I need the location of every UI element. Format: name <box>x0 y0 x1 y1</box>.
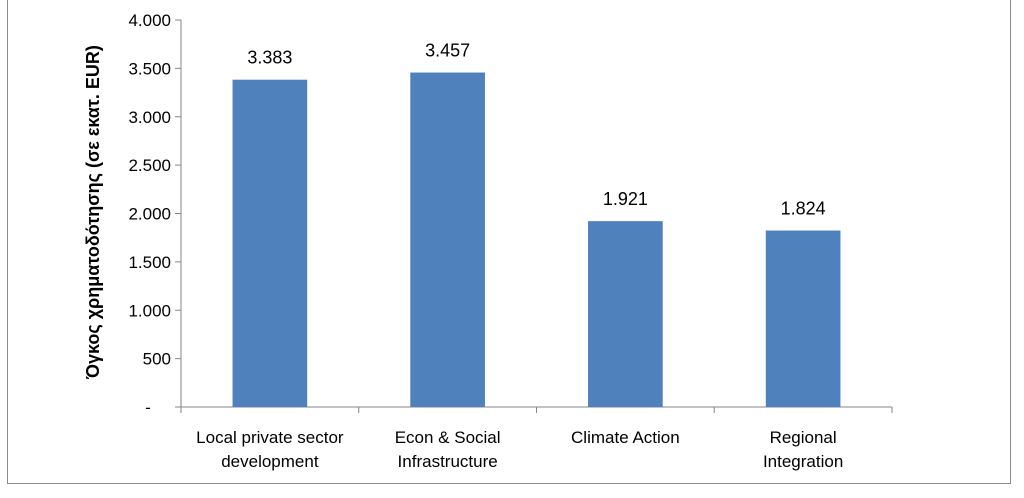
category-label-line: Climate Action <box>571 428 680 447</box>
data-label: 1.824 <box>781 199 826 219</box>
bar <box>588 221 663 407</box>
bars <box>232 72 841 407</box>
category-label-line: Econ & Social <box>395 428 501 447</box>
category-label-line: Infrastructure <box>398 452 498 471</box>
y-tick-label: 2.500 <box>128 156 171 175</box>
y-tick-label: 3.000 <box>128 108 171 127</box>
value-labels: 3.383 3.457 1.921 1.824 <box>247 41 825 219</box>
category-label: Local private sector development <box>196 428 344 471</box>
category-label-line: development <box>221 452 319 471</box>
bar <box>765 230 841 407</box>
y-tick-label: - <box>145 398 151 417</box>
bar <box>410 72 485 407</box>
category-label: Climate Action <box>571 428 680 447</box>
bar <box>232 79 308 407</box>
category-label-line: Integration <box>763 452 843 471</box>
category-labels: Local private sector development Econ & So… <box>196 428 843 471</box>
category-label-line: Local private sector <box>196 428 344 447</box>
x-axis <box>180 406 893 413</box>
category-label-line: Regional <box>770 428 837 447</box>
y-axis-title-group: Όγκος χρηματοδότησης (σε εκατ. EUR) <box>83 45 103 380</box>
chart-frame <box>7 0 1011 484</box>
category-label: Regional Integration <box>763 428 843 471</box>
data-label: 3.383 <box>247 48 292 68</box>
y-tick-label: 1.000 <box>128 301 171 320</box>
data-label: 1.921 <box>603 189 648 209</box>
data-label: 3.457 <box>425 41 470 61</box>
y-tick-label: 4.000 <box>128 11 171 30</box>
y-tick-label: 3.500 <box>128 59 171 78</box>
y-tick-label: 1.500 <box>128 253 171 272</box>
y-tick-label: 500 <box>143 350 171 369</box>
y-axis: - 500 1.000 1.500 2.000 2.500 3.000 3.500 4.000 <box>128 11 182 417</box>
y-axis-title: Όγκος χρηματοδότησης (σε εκατ. EUR) <box>83 45 103 380</box>
y-tick-label: 2.000 <box>128 205 171 224</box>
category-label: Econ & Social Infrastructure <box>395 428 501 471</box>
